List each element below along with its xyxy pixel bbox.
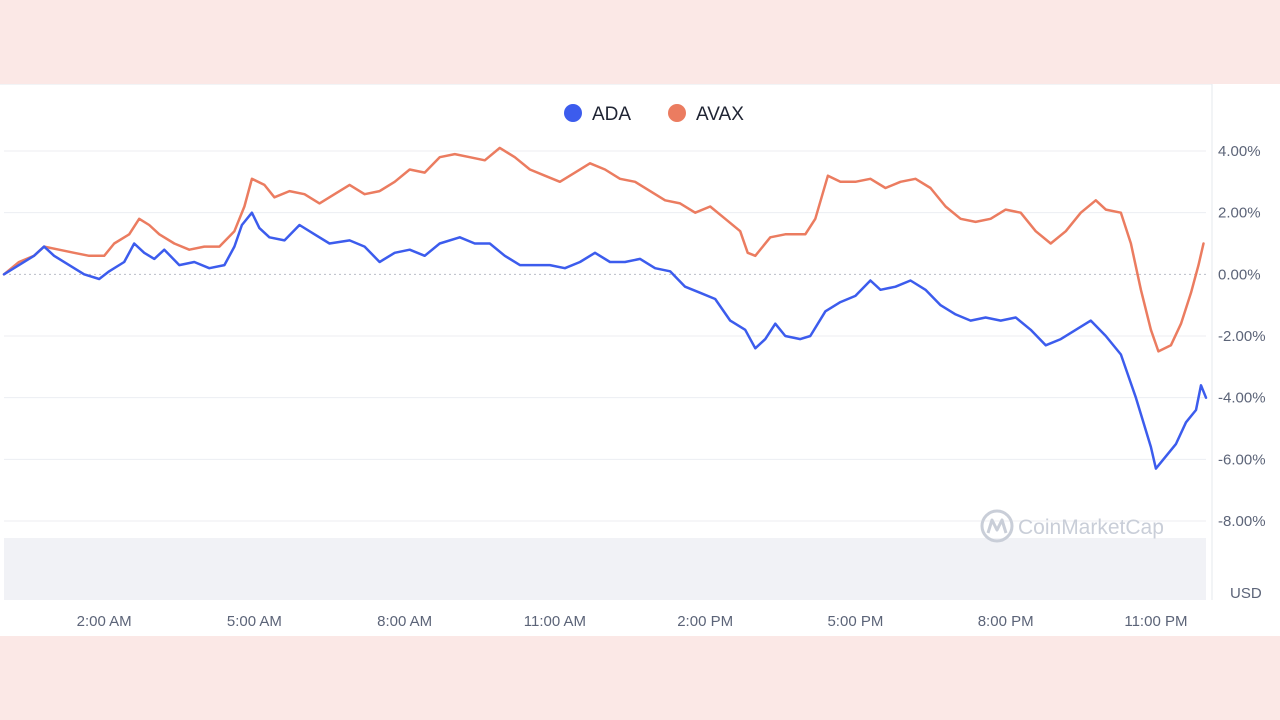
legend-marker-avax (668, 104, 686, 122)
x-tick-label: 11:00 AM (524, 613, 586, 630)
series-line-avax (2, 146, 1205, 353)
coinmarketcap-logo-icon (980, 509, 1014, 543)
y-tick-label: 4.00% (1218, 143, 1261, 160)
y-axis-unit-label: USD (1230, 585, 1262, 602)
x-tick-label: 8:00 AM (377, 613, 432, 630)
series-line-ada (2, 211, 1208, 470)
grid (0, 84, 1213, 600)
watermark-text: CoinMarketCap (1018, 516, 1164, 539)
y-axis-ticks: 4.00% 2.00% 0.00% -2.00% -4.00% -6.00% -8.00% (1218, 143, 1266, 530)
legend: ADA AVAX (564, 104, 744, 125)
x-tick-label: 2:00 PM (677, 613, 733, 630)
x-tick-label: 8:00 PM (978, 613, 1034, 630)
x-tick-label: 2:00 AM (77, 613, 132, 630)
y-tick-label: 2.00% (1218, 205, 1261, 222)
y-tick-label: -2.00% (1218, 328, 1266, 345)
x-tick-label: 11:00 PM (1124, 613, 1187, 630)
series-layer (2, 146, 1208, 470)
x-tick-label: 5:00 AM (227, 613, 282, 630)
volume-band (4, 538, 1206, 600)
coinmarketcap-logo-mark (986, 518, 1008, 534)
y-tick-label: 0.00% (1218, 266, 1261, 283)
x-tick-label: 5:00 PM (827, 613, 883, 630)
x-axis-ticks: 2:00 AM 5:00 AM 8:00 AM 11:00 AM 2:00 PM 5:00… (77, 613, 1188, 630)
y-tick-label: -6.00% (1218, 451, 1266, 468)
y-tick-label: -8.00% (1218, 513, 1266, 530)
chart-panel: 4.00% 2.00% 0.00% -2.00% -4.00% -6.00% -8.00% … (0, 84, 1280, 636)
y-tick-label: -4.00% (1218, 390, 1266, 407)
legend-label-ada[interactable]: ADA (592, 104, 631, 125)
legend-label-avax[interactable]: AVAX (696, 104, 744, 125)
line-chart: 4.00%2.00%0.00%-2.00%-4.00%-6.00%-8.00% … (0, 84, 1266, 630)
coinmarketcap-watermark: CoinMarketCap (980, 509, 1164, 543)
legend-marker-ada (564, 104, 582, 122)
